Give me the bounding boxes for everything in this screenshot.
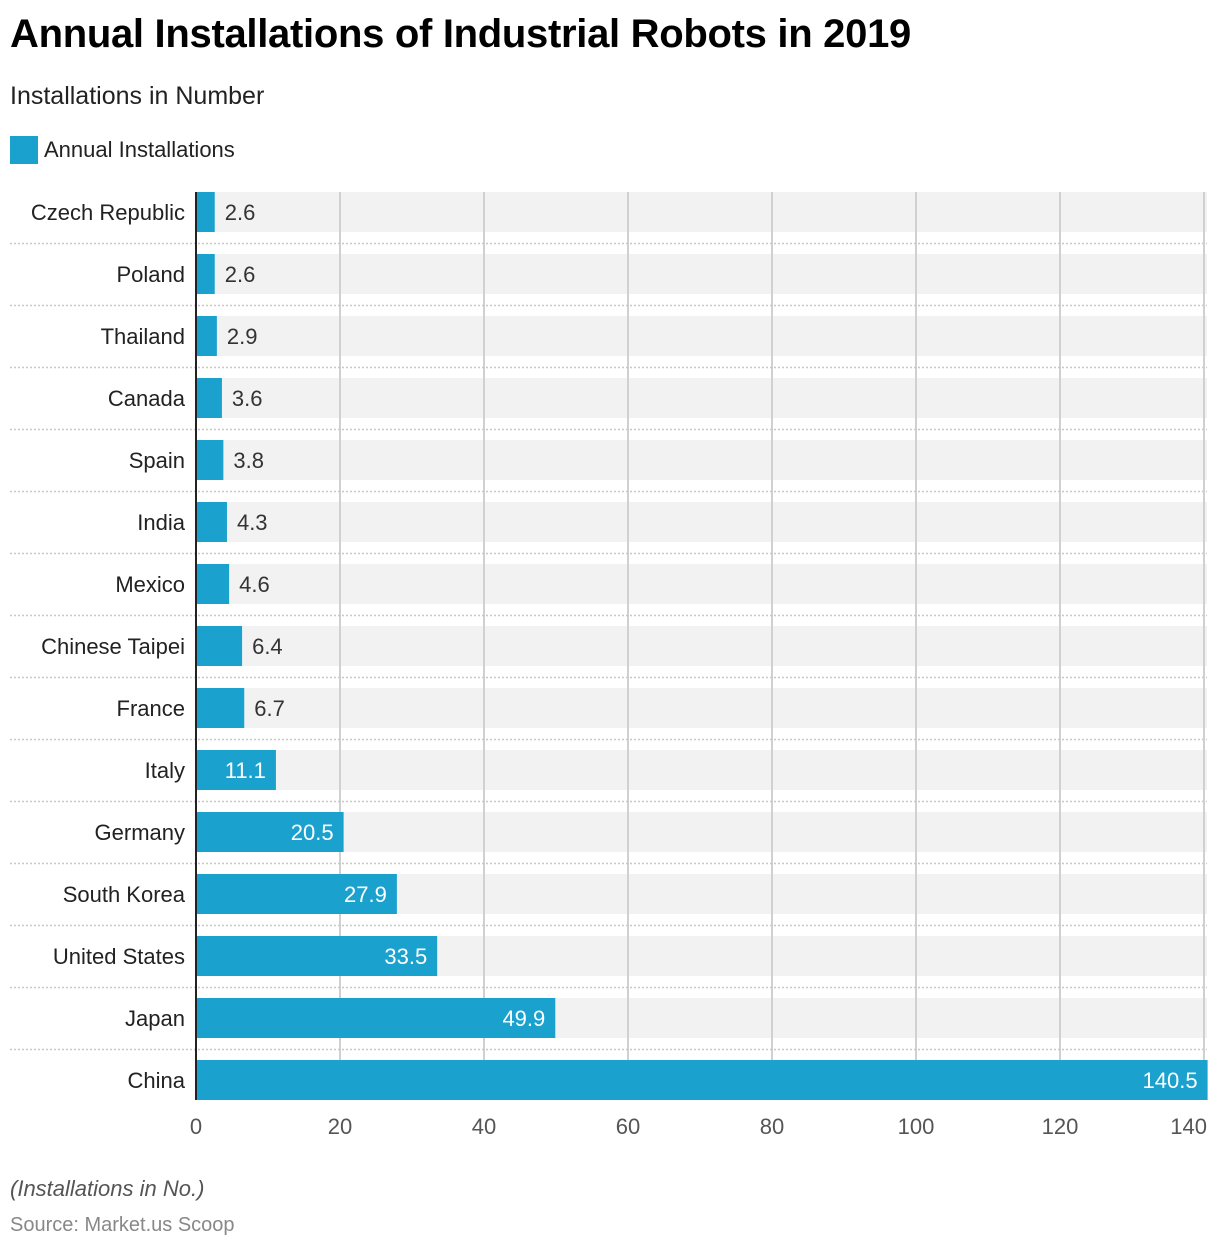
bar — [196, 936, 438, 976]
bar-track — [196, 688, 1207, 728]
bar-track — [196, 440, 1207, 480]
category-label: China — [128, 1068, 186, 1093]
category-label: South Korea — [63, 882, 186, 907]
bar — [196, 316, 217, 356]
category-label: Japan — [125, 1006, 185, 1031]
x-tick-label: 120 — [1042, 1114, 1079, 1139]
category-label: United States — [53, 944, 185, 969]
bar — [196, 502, 227, 542]
bar — [196, 626, 243, 666]
bar — [196, 564, 230, 604]
category-label: Spain — [129, 448, 185, 473]
x-tick-label: 0 — [190, 1114, 202, 1139]
data-label: 2.6 — [225, 200, 256, 225]
bar — [196, 254, 215, 294]
bar — [196, 874, 397, 914]
chart-note: (Installations in No.) — [10, 1176, 205, 1201]
data-label: 4.6 — [239, 572, 270, 597]
bar-track — [196, 254, 1207, 294]
data-label: 20.5 — [291, 820, 334, 845]
bar — [196, 440, 224, 480]
bar-track — [196, 192, 1207, 232]
bar — [196, 1060, 1208, 1100]
bar-track — [196, 626, 1207, 666]
category-label: Poland — [116, 262, 185, 287]
chart-subtitle: Installations in Number — [10, 82, 265, 110]
bar — [196, 688, 245, 728]
bar — [196, 750, 276, 790]
bar-track — [196, 502, 1207, 542]
data-label: 6.4 — [252, 634, 283, 659]
data-label: 33.5 — [384, 944, 427, 969]
x-tick-label: 20 — [328, 1114, 352, 1139]
x-tick-label: 140 — [1170, 1114, 1207, 1139]
bar-track — [196, 316, 1207, 356]
chart-source: Source: Market.us Scoop — [10, 1214, 235, 1236]
x-tick-label: 40 — [472, 1114, 496, 1139]
data-label: 140.5 — [1143, 1068, 1198, 1093]
bar — [196, 192, 215, 232]
data-label: 11.1 — [225, 758, 266, 783]
bar — [196, 998, 556, 1038]
legend-swatch — [10, 136, 38, 164]
bar-track — [196, 378, 1207, 418]
category-label: Canada — [108, 386, 186, 411]
category-label: France — [117, 696, 185, 721]
data-label: 3.8 — [233, 448, 264, 473]
data-label: 2.6 — [225, 262, 256, 287]
category-label: Mexico — [115, 572, 185, 597]
legend-label: Annual Installations — [44, 137, 235, 162]
x-tick-label: 80 — [760, 1114, 784, 1139]
x-tick-label: 100 — [898, 1114, 935, 1139]
bar-track — [196, 812, 1207, 852]
category-label: Czech Republic — [31, 200, 185, 225]
data-label: 49.9 — [502, 1006, 545, 1031]
category-label: Italy — [145, 758, 185, 783]
x-tick-label: 60 — [616, 1114, 640, 1139]
legend: Annual Installations — [10, 136, 235, 164]
category-label: Germany — [95, 820, 185, 845]
category-label: Thailand — [101, 324, 185, 349]
bar-track — [196, 564, 1207, 604]
data-label: 2.9 — [227, 324, 258, 349]
data-label: 4.3 — [237, 510, 268, 535]
data-label: 3.6 — [232, 386, 263, 411]
bar — [196, 812, 344, 852]
data-label: 6.7 — [254, 696, 285, 721]
category-label: India — [137, 510, 185, 535]
chart-title: Annual Installations of Industrial Robot… — [10, 12, 911, 56]
data-label: 27.9 — [344, 882, 387, 907]
bar — [196, 378, 222, 418]
category-label: Chinese Taipei — [41, 634, 185, 659]
bar-track — [196, 750, 1207, 790]
